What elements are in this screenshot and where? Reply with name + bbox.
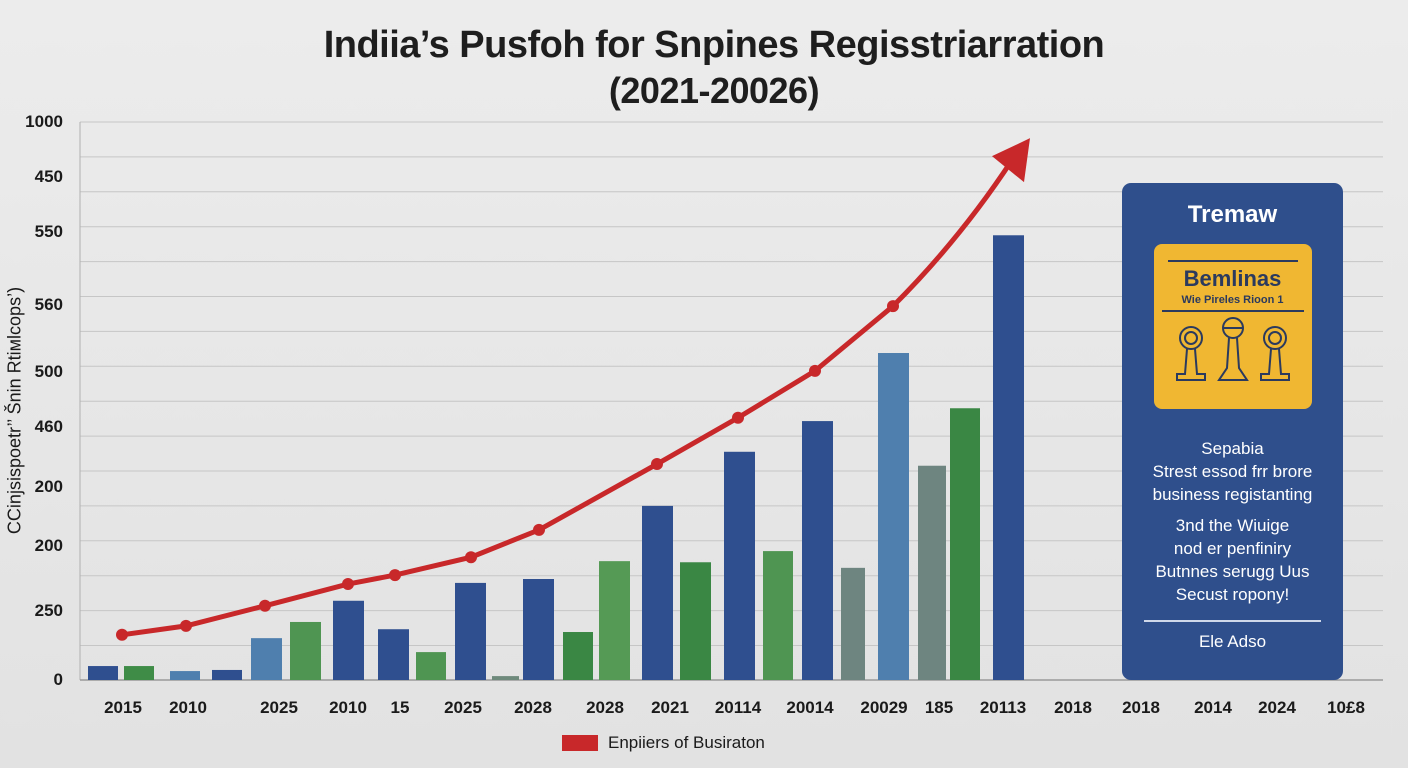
bar bbox=[88, 666, 118, 680]
panel-line: nod er penfiniry bbox=[1173, 539, 1292, 558]
y-tick-label: 250 bbox=[34, 600, 63, 620]
trend-point bbox=[342, 578, 354, 591]
bar bbox=[124, 666, 154, 680]
trend-point bbox=[389, 569, 401, 582]
panel-paragraph-2: 3nd the Wiuige nod er penfiniry Butnnes … bbox=[1122, 514, 1343, 606]
trend-point bbox=[116, 628, 128, 641]
y-tick-label: 550 bbox=[34, 221, 63, 241]
panel-line: Secust ropony! bbox=[1175, 585, 1290, 604]
y-tick-label: 450 bbox=[34, 167, 63, 187]
x-tick-label: 2010 bbox=[329, 698, 367, 717]
bar bbox=[333, 600, 364, 680]
bar bbox=[763, 551, 793, 680]
legend-swatch bbox=[562, 735, 598, 751]
chart-subtitle: (2021-20026) bbox=[608, 70, 820, 111]
y-tick-label: 500 bbox=[34, 361, 63, 381]
trend-point bbox=[259, 599, 271, 612]
bar bbox=[802, 421, 833, 680]
bar bbox=[378, 629, 409, 680]
bar bbox=[918, 465, 946, 680]
y-tick-label: 200 bbox=[34, 476, 63, 496]
bar bbox=[599, 561, 630, 680]
bar bbox=[290, 621, 321, 680]
bar bbox=[492, 676, 519, 680]
x-tick-label: 10£8 bbox=[1327, 698, 1365, 717]
y-tick-label: 1000 bbox=[25, 112, 63, 131]
badge-title: Bemlinas bbox=[1167, 260, 1298, 292]
bar bbox=[680, 562, 711, 680]
panel-line: business registanting bbox=[1152, 485, 1313, 504]
trend-point bbox=[180, 619, 192, 632]
bar bbox=[416, 652, 446, 680]
y-axis-label: CCinjsispoetr’’ Šnin Rtiмlcops’) bbox=[4, 286, 25, 535]
panel-line: Butnnes serugg Uus bbox=[1155, 562, 1310, 581]
trend-point bbox=[651, 458, 663, 471]
bar bbox=[993, 235, 1024, 681]
bar bbox=[878, 353, 909, 680]
chart-title: Indiia’s Pusfoh for Snpines Regisstriarr… bbox=[323, 24, 1105, 66]
x-tick-label: 2018 bbox=[1122, 698, 1160, 717]
panel-line: Sepabia bbox=[1201, 439, 1264, 458]
panel-paragraph-1: Sepabia Strest essod frr brore business … bbox=[1122, 437, 1343, 506]
x-tick-label: 2015 bbox=[104, 698, 142, 717]
badge: Bemlinas Wie Pireles Rioon 1 bbox=[1153, 244, 1312, 409]
y-tick-label: 560 bbox=[34, 295, 63, 315]
x-tick-label: 20014 bbox=[786, 698, 834, 717]
x-tick-label: 185 bbox=[924, 698, 954, 717]
bar bbox=[251, 638, 282, 680]
panel-divider bbox=[1144, 620, 1321, 622]
x-tick-label: 2025 bbox=[260, 698, 298, 717]
trend-point bbox=[887, 300, 899, 313]
y-tick-label: 0 bbox=[53, 670, 63, 689]
trend-line bbox=[119, 157, 1015, 638]
info-panel: Tremaw Bemlinas Wie Pireles Rioon 1 Sepa… bbox=[1122, 183, 1343, 680]
panel-line: 3nd the Wiuige bbox=[1175, 516, 1290, 535]
x-tick-label: 2028 bbox=[586, 698, 624, 717]
bar bbox=[523, 579, 554, 680]
trend-point bbox=[732, 411, 744, 424]
trend-point bbox=[465, 551, 477, 564]
panel-title: Tremaw bbox=[1187, 201, 1278, 228]
x-tick-label: 20114 bbox=[714, 698, 762, 717]
trophy-figures-icon bbox=[1175, 317, 1290, 381]
panel-line: Strest essod frr brore bbox=[1152, 462, 1313, 481]
x-tick-label: 2021 bbox=[651, 698, 689, 717]
badge-subtitle: Wie Pireles Rioon 1 bbox=[1161, 294, 1304, 312]
x-tick-label: 2014 bbox=[1194, 698, 1232, 717]
legend: Enpiiers of Busiraton bbox=[562, 733, 765, 753]
legend-label: Enpiiers of Busiraton bbox=[608, 733, 765, 752]
x-tick-label: 2010 bbox=[169, 698, 207, 717]
bar bbox=[642, 505, 673, 680]
bar bbox=[950, 408, 980, 680]
bar bbox=[724, 451, 755, 680]
panel-footer: Ele Adso bbox=[1198, 632, 1267, 651]
bar bbox=[563, 632, 593, 680]
x-tick-label: 20113 bbox=[979, 698, 1027, 717]
x-tick-label: 2018 bbox=[1054, 698, 1092, 717]
trend-point bbox=[809, 364, 821, 377]
x-tick-label: 20029 bbox=[860, 698, 908, 717]
bar bbox=[841, 567, 865, 680]
x-tick-label: 15 bbox=[390, 698, 410, 717]
x-tick-label: 2025 bbox=[444, 698, 482, 717]
y-tick-label: 460 bbox=[34, 417, 63, 437]
x-tick-label: 2024 bbox=[1258, 698, 1296, 717]
trend-arrowhead bbox=[992, 138, 1030, 183]
bar bbox=[455, 582, 486, 680]
x-tick-label: 2028 bbox=[514, 698, 552, 717]
trend-point bbox=[533, 523, 545, 536]
bar bbox=[170, 671, 200, 680]
bar bbox=[212, 669, 242, 680]
y-tick-label: 200 bbox=[34, 536, 63, 556]
